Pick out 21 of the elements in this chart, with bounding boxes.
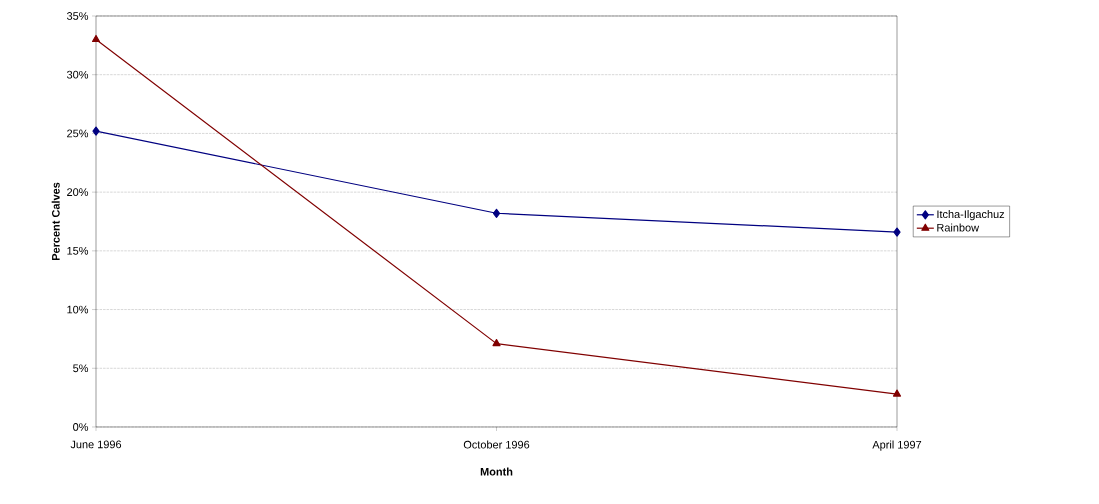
point [492, 208, 501, 218]
point [892, 389, 902, 397]
y-tick-label: 25% [67, 129, 89, 138]
point [91, 34, 101, 43]
y-axis-title: Percent Calves [51, 182, 60, 261]
y-tick-label: 15% [67, 247, 89, 255]
y-tick-label: 0% [73, 423, 89, 431]
point [893, 227, 901, 237]
x-tick-label: April 1997 [872, 440, 922, 451]
y-tick-label: 30% [66, 70, 89, 79]
point [92, 126, 100, 136]
y-tick-label: 20% [67, 188, 89, 197]
point [492, 339, 501, 347]
legend-label: Rainbow [937, 223, 980, 232]
y-tick-label: 5% [73, 364, 89, 373]
y-tick-label: 10% [67, 305, 89, 314]
x-tick-label: June 1996 [70, 440, 122, 449]
legend-label: Itcha-Ilgachuz [937, 210, 1005, 221]
x-tick-label: October 1996 [463, 440, 530, 449]
y-tick-label: 35% [66, 12, 89, 20]
x-axis-title: Month [480, 467, 513, 476]
